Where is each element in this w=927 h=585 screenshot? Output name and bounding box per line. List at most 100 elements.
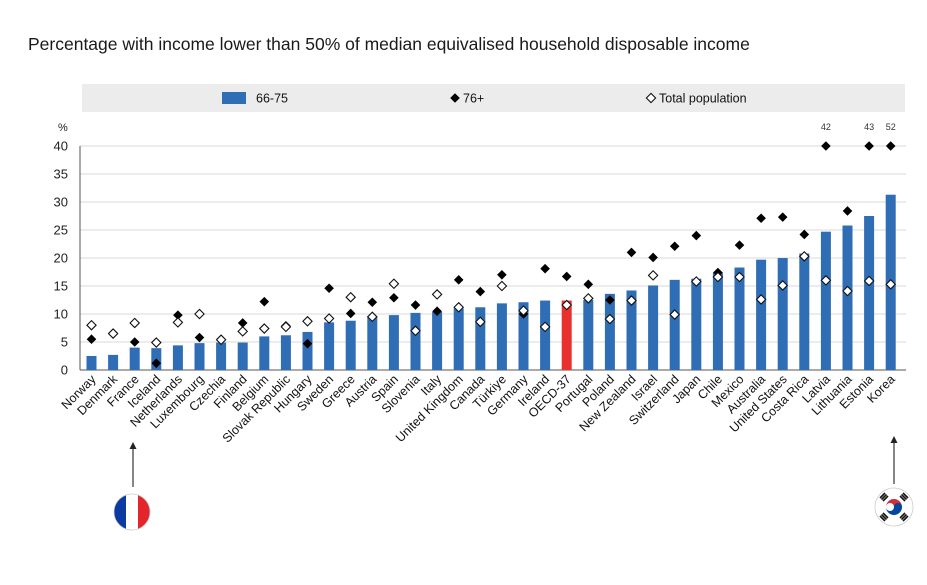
age76-marker-norway [86,334,97,344]
age76-marker-portugal [583,279,594,290]
bar-israel [648,285,659,370]
age76-marker-mexico [734,240,745,250]
legend-marker-76-plus [450,93,460,103]
arrow-korea-head [890,436,898,443]
bars-66-75 [86,194,896,370]
bar-slovenia [410,312,421,370]
total-marker-switzerland [669,309,681,320]
total-marker-czechia [215,334,227,346]
total-marker-canada [474,316,486,328]
bar-slovak-republic [280,335,291,370]
age76-marker-israel [648,252,658,263]
age76-marker-sweden [324,283,334,294]
markers-76-plus [86,141,896,369]
bar-portugal [583,300,594,370]
age76-marker-slovenia [410,300,421,310]
age76-marker-france [129,337,140,347]
bar-france [129,347,140,370]
total-marker-oecd-37 [561,299,573,311]
age76-marker-belgium [259,296,270,307]
total-marker-estonia [863,275,875,287]
bar-netherlands [172,345,183,370]
total-marker-slovak-republic [280,321,292,333]
total-marker-mexico [734,271,745,283]
total-marker-austria [366,311,378,323]
bar-turkiye [496,303,507,370]
total-marker-chile [712,271,724,283]
total-marker-italy [431,289,443,300]
total-marker-united-kingdom [453,301,465,313]
age76-marker-japan [691,230,702,241]
age76-marker-italy [432,306,442,316]
total-marker-luxembourg [194,308,205,320]
y-tick-label: 15 [54,279,68,294]
bar-poland [604,293,615,370]
age76-marker-lithuania [842,206,853,216]
age76-marker-turkiye [497,270,507,280]
total-marker-finland [237,325,249,337]
y-tick-label: 30 [54,195,68,210]
y-tick-label: 40 [54,139,68,154]
bar-spain [388,315,399,370]
bar-sweden [324,322,335,370]
bar-italy [432,311,443,370]
total-marker-lithuania [842,285,853,297]
bar-canada [475,307,486,370]
total-marker-slovenia [410,325,421,337]
legend-marker-total [645,92,657,104]
legend-label-total: Total population [659,92,747,106]
x-axis: NorwayDenmarkFranceIcelandNetherlandsLux… [59,372,898,446]
age76-marker-latvia [821,141,831,151]
france-flag-icon [113,493,151,531]
age76-marker-iceland [151,358,162,369]
total-marker-latvia [820,275,832,286]
bar-new-zealand [626,290,637,370]
age76-marker-greece [345,308,356,319]
total-marker-hungary [302,315,313,327]
bar-norway [86,356,97,370]
y-tick-label: 10 [54,307,68,322]
total-marker-greece [345,291,357,303]
bar-germany [518,302,529,370]
age76-marker-netherlands [173,310,183,320]
age76-marker-hungary [302,338,313,349]
age76-marker-new-zealand [626,247,637,258]
age76-marker-estonia [864,141,874,151]
age76-marker-australia [756,213,766,224]
age76-marker-costa-rica [799,229,810,240]
age76-marker-austria [367,297,378,308]
age76-marker-finland [237,318,248,328]
age76-marker-canada [475,286,486,297]
total-marker-turkiye [496,280,508,292]
bar-austria [367,316,378,370]
legend-swatch-66-75 [222,92,246,104]
bar-czechia [216,342,227,370]
bar-chile [712,272,723,370]
bar-costa-rica [799,253,810,370]
total-marker-poland [604,313,616,325]
age76-marker-switzerland [669,241,680,252]
age76-marker-united-states [777,212,788,222]
annotation-latvia: 42 [821,122,831,132]
total-marker-new-zealand [626,295,637,306]
bar-latvia [820,231,831,370]
y-axis-unit-label: % [58,122,68,134]
total-marker-netherlands [172,317,184,328]
annotation-korea: 52 [886,122,896,132]
age76-marker-poland [605,295,615,305]
annotation-estonia: 43 [864,122,874,132]
chart-title: Percentage with income lower than 50% of… [28,34,750,54]
age76-marker-luxembourg [194,332,205,343]
age76-marker-ireland [540,263,550,274]
bar-belgium [259,336,270,370]
bar-australia [756,259,767,370]
total-marker-portugal [582,292,594,304]
y-tick-label: 5 [61,335,68,350]
total-marker-japan [690,276,702,287]
bar-switzerland [669,279,680,370]
age76-marker-oecd-37 [561,271,572,282]
legend-label-76-plus: 76+ [463,92,484,106]
total-marker-spain [388,278,400,290]
total-marker-sweden [323,313,335,324]
